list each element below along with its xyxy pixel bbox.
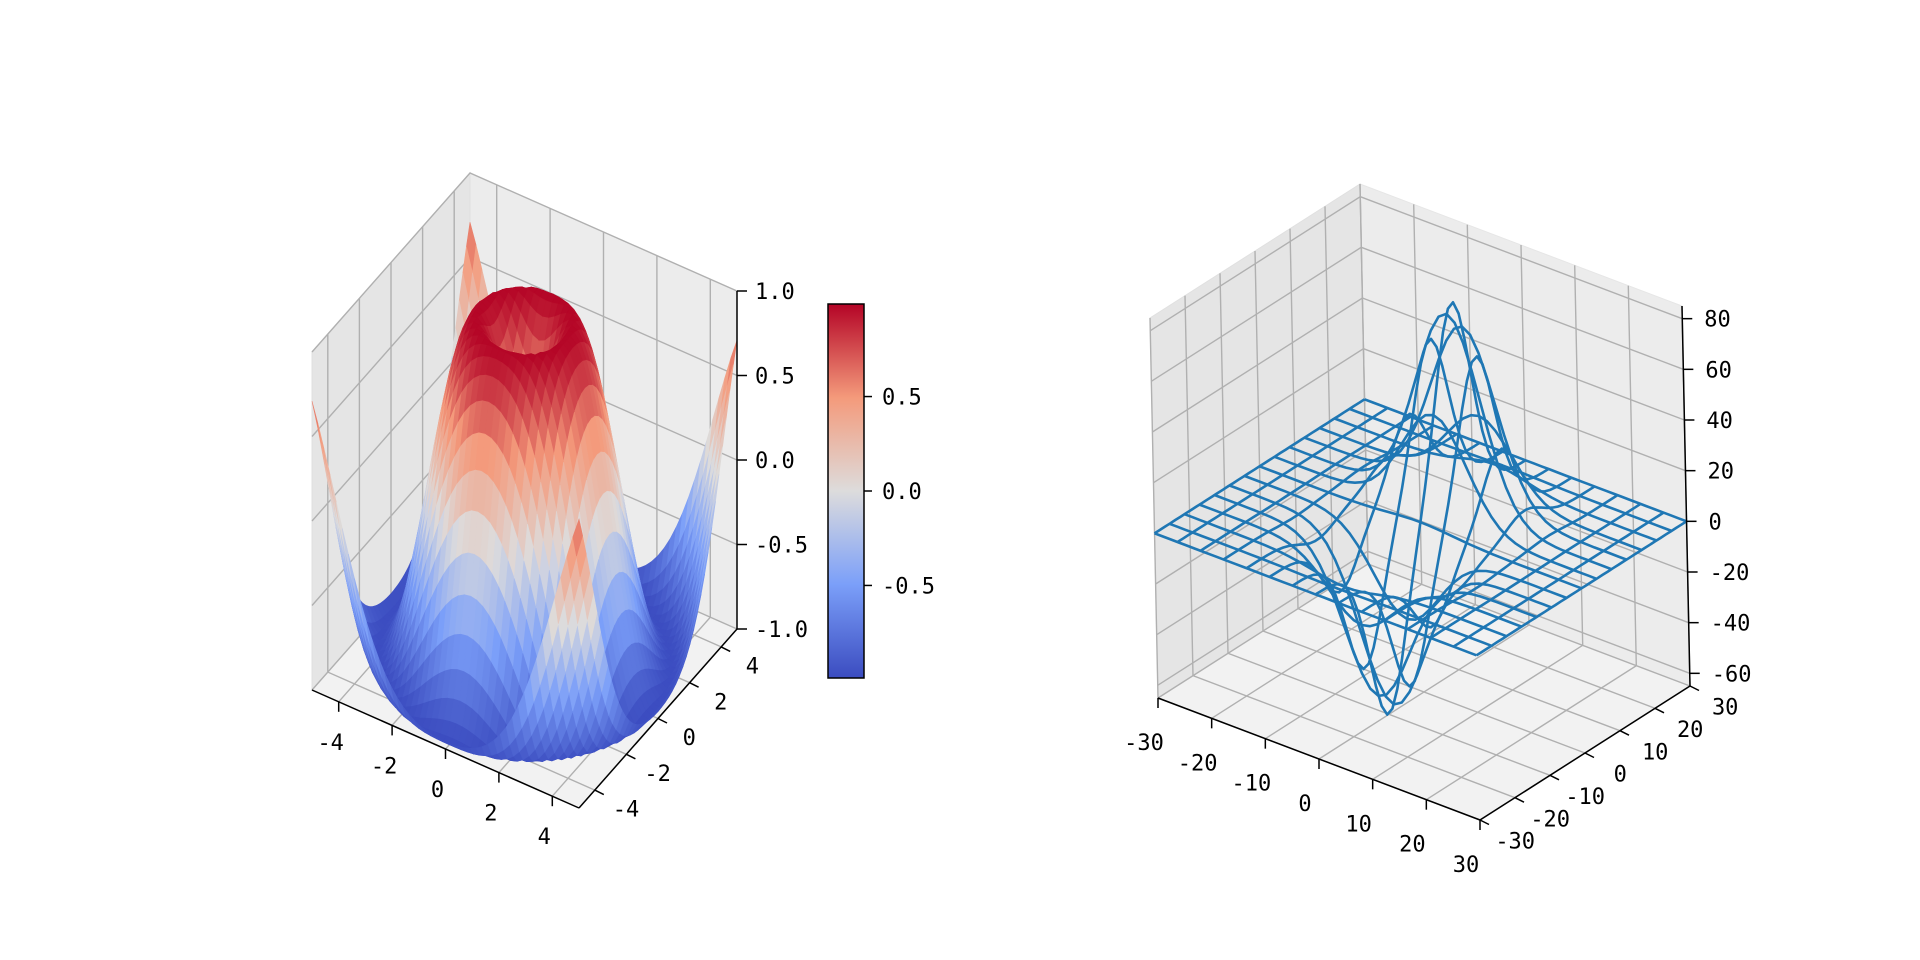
surface-y-tick--4-label: -4 [613, 798, 640, 823]
wireframe-line-y [1154, 532, 1477, 657]
surface-y-tick-4-label: 4 [746, 655, 759, 680]
wireframe-line-y [1259, 465, 1582, 590]
surface-y-tick-4-tick [720, 646, 731, 653]
surface-z-tick--0.5-label: -0.5 [755, 534, 808, 559]
surface-x-tick--2-label: -2 [371, 754, 398, 779]
wireframe-line-y [1229, 484, 1552, 706]
surface-x-tick-2-label: 2 [484, 802, 497, 827]
wireframe-line-y [1364, 398, 1687, 523]
wireframe-line-y [1274, 413, 1597, 581]
wireframe-x-tick-10-label: 10 [1345, 812, 1372, 837]
colorbar-gradient [827, 303, 865, 679]
surface-y-tick-0-label: 0 [683, 726, 696, 751]
surface-y-tick-2-label: 2 [714, 690, 727, 715]
surface-y-tick--2-label: -2 [644, 762, 671, 787]
wireframe-y-tick-0-tick [1584, 752, 1595, 759]
wireframe-x-tick--10-label: -10 [1231, 772, 1271, 797]
wireframe-y-tick-20-tick [1654, 707, 1665, 714]
surface-z-tick-0.5-label: 0.5 [755, 365, 795, 390]
wireframe-z-tick--60-label: -60 [1712, 662, 1752, 687]
colorbar-tick-label-0.5: 0.5 [882, 386, 922, 411]
surface-z-tick--1.0-label: -1.0 [755, 618, 808, 643]
colorbar-tick-label-0.0: 0.0 [882, 480, 922, 505]
surface-x-tick--4-label: -4 [317, 731, 344, 756]
surface-y-tick--4-tick [594, 789, 605, 796]
wireframe-z-tick-0-label: 0 [1709, 510, 1722, 535]
wireframe-line-y [1289, 312, 1612, 571]
wireframe-mesh [1153, 300, 1688, 716]
wireframe-y-tick--30-label: -30 [1495, 830, 1535, 855]
wireframe-x-tick-30-label: 30 [1453, 853, 1480, 878]
wireframe-z-tick-40-label: 40 [1706, 409, 1733, 434]
wireframe-z-tick-80-label: 80 [1704, 308, 1731, 333]
wireframe-z-tick--40-label: -40 [1711, 612, 1751, 637]
wireframe-y-tick--10-tick [1549, 774, 1560, 781]
wireframe-line-y [1304, 325, 1627, 561]
surface-x-tick-4-label: 4 [538, 825, 551, 850]
wireframe-y-tick-30-tick [1689, 685, 1700, 692]
surface-mesh [311, 222, 738, 763]
colorbar: -0.5 0.0 0.5 [827, 303, 935, 679]
colorbar-tick-label--0.5: -0.5 [882, 574, 935, 599]
wireframe-x-tick-0-label: 0 [1298, 792, 1311, 817]
surface-z-tick-0.0-label: 0.0 [755, 449, 795, 474]
wireframe-z-tick--20-label: -20 [1710, 561, 1750, 586]
wireframe-chart: -30-20-100102030-30-20-100102030-60-40-2… [1124, 183, 1752, 878]
wireframe-y-tick-10-label: 10 [1642, 740, 1669, 765]
wireframe-line-y [1319, 413, 1642, 552]
wireframe-y-tick-20-label: 20 [1677, 718, 1704, 743]
wireframe-y-tick--30-tick [1479, 819, 1490, 826]
wireframe-y-tick-30-label: 30 [1712, 696, 1739, 721]
wireframe-x-tick-20-label: 20 [1399, 833, 1426, 858]
surface-y-tick--2-tick [626, 753, 636, 760]
surface-face [572, 518, 583, 557]
wireframe-line-y [1214, 493, 1537, 698]
wireframe-line-y [1334, 417, 1657, 542]
wireframe-y-tick--10-label: -10 [1565, 785, 1605, 810]
wireframe-y-tick--20-label: -20 [1530, 807, 1570, 832]
wireframe-line-y [1244, 474, 1567, 622]
surface-x-tick-0-label: 0 [431, 778, 444, 803]
wireframe-z-tick-20-label: 20 [1707, 460, 1734, 485]
wireframe-y-tick-0-label: 0 [1614, 763, 1627, 788]
wireframe-y-tick-10-tick [1619, 729, 1630, 736]
wireframe-line-y [1349, 407, 1672, 533]
wireframe-axes: -30-20-100102030-30-20-100102030-60-40-2… [1124, 305, 1752, 878]
wireframe-x-tick--30-label: -30 [1124, 731, 1164, 756]
wireframe-z-tick-60-label: 60 [1705, 358, 1732, 383]
surface-y-tick-0-tick [657, 717, 668, 724]
wireframe-line-y [1199, 503, 1522, 628]
wireframe-y-tick--20-tick [1514, 796, 1525, 803]
surface-y-tick-2-tick [689, 682, 699, 688]
surface-z-tick-1.0-label: 1.0 [755, 280, 795, 305]
wireframe-x-tick--20-label: -20 [1178, 751, 1218, 776]
